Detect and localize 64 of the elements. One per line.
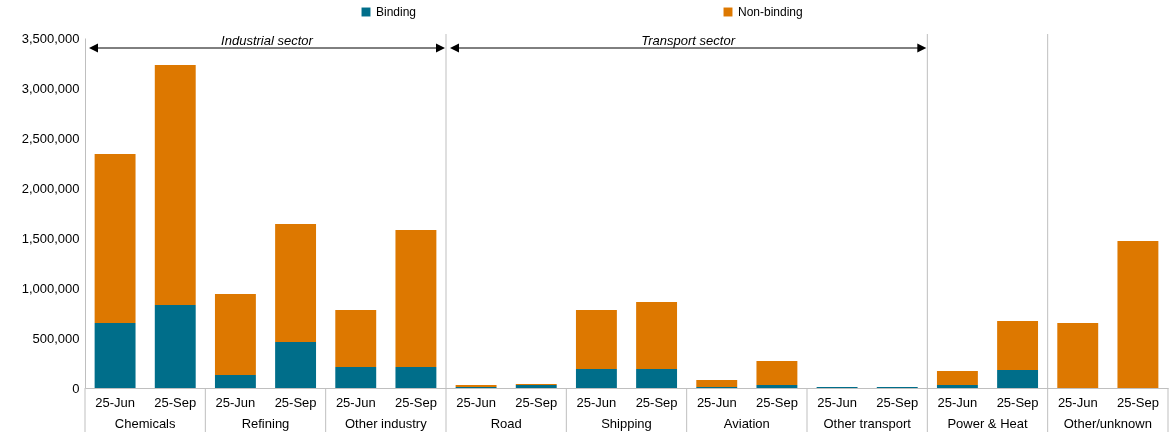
bar xyxy=(997,321,1039,370)
x-tick-label: 25-Jun xyxy=(215,394,256,410)
x-tick-label: 25-Sep xyxy=(515,394,558,410)
bar xyxy=(636,302,678,369)
annotation: Industrial sector xyxy=(221,33,314,48)
bar xyxy=(756,385,798,388)
bar xyxy=(154,65,196,305)
bar xyxy=(214,294,256,375)
bar xyxy=(1117,241,1159,388)
bar xyxy=(335,367,377,388)
x-tick-label: 25-Sep xyxy=(394,394,437,410)
text: Other/unknown xyxy=(1063,416,1152,431)
x-tick-label: 25-Sep xyxy=(755,394,798,410)
bar xyxy=(94,154,136,323)
x-tick-label: 25-Sep xyxy=(154,394,197,410)
x-tick-label: 25-Jun xyxy=(95,394,135,410)
text: Other transport xyxy=(823,416,912,431)
bar xyxy=(997,370,1039,388)
x-tick-label: 25-Sep xyxy=(876,394,919,410)
bar xyxy=(936,385,978,388)
bar xyxy=(696,380,738,387)
bar xyxy=(1057,323,1099,388)
annotation: Transport sector xyxy=(641,33,736,48)
bar xyxy=(756,361,798,385)
x-tick-label: 25-Sep xyxy=(1116,394,1159,410)
x-tick-label: 25-Jun xyxy=(817,394,857,410)
bar xyxy=(936,371,978,385)
text: Power & Heat xyxy=(947,416,1028,431)
text: Chemicals xyxy=(114,416,177,431)
bar xyxy=(575,369,617,388)
y-tick-label: 1,500,000 xyxy=(21,230,80,246)
x-tick-label: 25-Jun xyxy=(1057,394,1098,410)
bar xyxy=(214,375,256,388)
text: Refining xyxy=(241,416,290,431)
y-tick-label: 3,000,000 xyxy=(21,80,80,96)
bar xyxy=(94,323,136,388)
text: Road xyxy=(490,416,522,431)
x-tick-label: 25-Sep xyxy=(635,394,678,410)
legend-label: Binding xyxy=(376,5,417,19)
y-tick-label: 1,000,000 xyxy=(21,280,80,296)
x-tick-label: 25-Jun xyxy=(696,394,737,410)
y-tick-label: 3,500,000 xyxy=(21,30,80,46)
x-tick-label: 25-Jun xyxy=(937,394,978,410)
text: Other industry xyxy=(345,416,428,431)
bar xyxy=(275,224,317,342)
bar xyxy=(395,230,437,367)
y-tick-label: 2,000,000 xyxy=(21,180,80,196)
y-tick-label: 500,000 xyxy=(32,330,80,346)
bar xyxy=(395,367,437,388)
x-tick-label: 25-Jun xyxy=(456,394,496,410)
bar xyxy=(636,369,678,388)
x-tick-label: 25-Jun xyxy=(576,394,617,410)
x-tick-label: 25-Jun xyxy=(335,394,376,410)
text: Shipping xyxy=(601,416,652,431)
x-tick-label: 25-Sep xyxy=(996,394,1039,410)
bar xyxy=(154,305,196,388)
legend-label: Non-binding xyxy=(738,5,803,19)
y-tick-label: 2,500,000 xyxy=(21,130,80,146)
bar xyxy=(575,310,617,369)
x-tick-label: 25-Sep xyxy=(274,394,317,410)
text: Aviation xyxy=(723,416,770,431)
y-tick-label: 0 xyxy=(72,380,80,396)
bar xyxy=(335,310,377,367)
bar xyxy=(275,342,317,388)
